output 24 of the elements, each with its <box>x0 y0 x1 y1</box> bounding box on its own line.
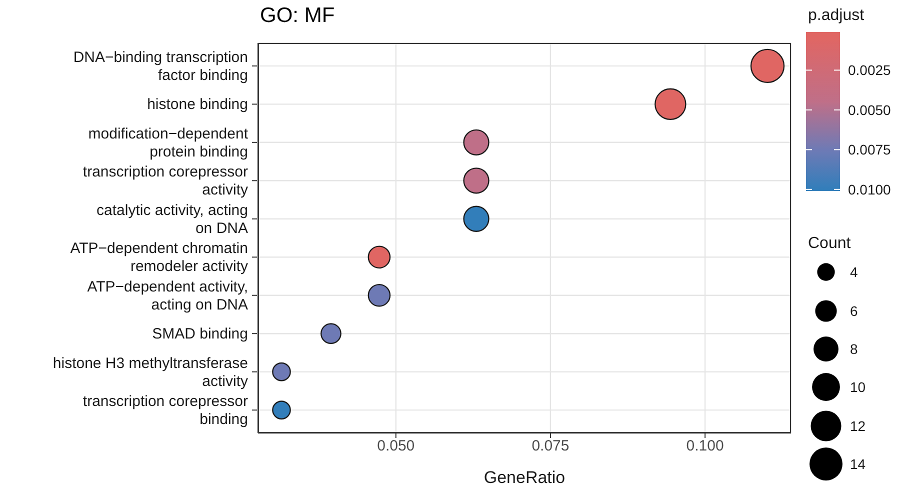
y-tick-label: SMAD binding <box>152 325 248 342</box>
color-bar-label: 0.0050 <box>848 102 892 118</box>
legend-label: 14 <box>850 456 866 472</box>
y-tick-label: DNA−binding transcription factor binding <box>73 48 248 84</box>
chart-title: GO: MF <box>260 4 335 28</box>
color-bar-label: 0.0025 <box>848 62 892 78</box>
legend-label: 12 <box>850 418 866 434</box>
legend-label: 6 <box>850 303 858 319</box>
x-tick-label: 0.100 <box>686 438 724 455</box>
y-tick-label: ATP−dependent chromatin remodeler activity <box>70 240 248 275</box>
color-bar-label: 0.0075 <box>848 142 892 158</box>
y-tick-label: histone binding <box>147 96 248 113</box>
x-tick-label: 0.075 <box>532 438 570 455</box>
color-bar-label: 0.0100 <box>848 181 892 198</box>
x-axis-title: GeneRatio <box>484 468 566 487</box>
x-tick-label: 0.050 <box>377 438 415 455</box>
legend-label: 4 <box>850 264 858 280</box>
legend-label: 8 <box>850 341 858 357</box>
y-tick-label: transcription corepressor binding <box>82 392 248 428</box>
y-tick-label: ATP−dependent activity, acting on DNA <box>87 278 248 313</box>
color-bar-title: p.adjust <box>808 7 865 24</box>
legend-label: 10 <box>850 379 866 395</box>
legend-title: Count <box>808 235 852 252</box>
y-tick-label: catalytic activity, acting on DNA <box>96 201 248 236</box>
